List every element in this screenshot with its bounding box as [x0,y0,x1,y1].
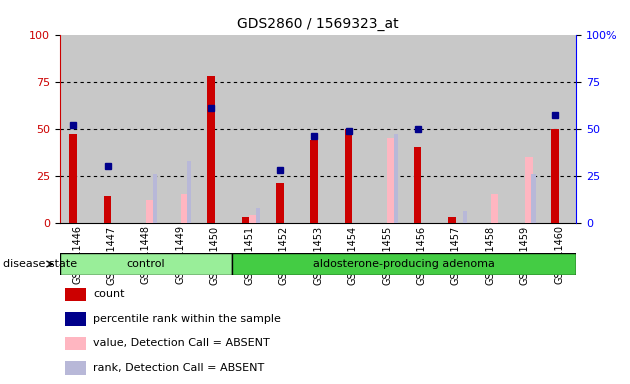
Bar [438,35,473,223]
Bar [65,361,86,375]
Bar [491,195,498,223]
Bar [414,147,421,223]
Bar [370,35,404,223]
Bar [241,217,249,223]
Bar [311,140,318,223]
Bar [65,288,86,301]
Bar [69,134,77,223]
Bar [181,195,188,223]
Bar [448,217,455,223]
Bar [345,129,352,223]
Title: GDS2860 / 1569323_at: GDS2860 / 1569323_at [238,17,399,31]
Bar [104,196,112,223]
Bar [65,312,86,326]
Bar [94,35,129,223]
Bar [473,35,508,223]
Bar [198,35,232,223]
Bar [531,174,536,223]
Text: control: control [127,259,165,269]
Bar [232,35,266,223]
Text: percentile rank within the sample: percentile rank within the sample [93,314,282,324]
Bar [152,174,157,223]
Bar [525,157,532,223]
Bar [187,161,191,223]
Bar [276,183,284,223]
Bar [129,35,163,223]
Bar [508,35,542,223]
Bar [60,253,232,275]
Bar [65,337,86,350]
Bar [207,76,215,223]
Bar [256,208,260,223]
Bar [387,138,395,223]
Bar [551,129,559,223]
Bar [266,35,301,223]
Text: value, Detection Call = ABSENT: value, Detection Call = ABSENT [93,338,270,348]
Bar [232,253,576,275]
Text: aldosterone-producing adenoma: aldosterone-producing adenoma [313,259,495,269]
Bar [462,212,467,223]
Bar [404,35,438,223]
Text: count: count [93,290,125,300]
Bar [146,200,154,223]
Bar [249,215,257,223]
Bar [163,35,198,223]
Bar [394,134,398,223]
Bar [335,35,370,223]
Bar [60,35,94,223]
Text: disease state: disease state [3,259,77,269]
Bar [301,35,335,223]
Bar [542,35,576,223]
Text: rank, Detection Call = ABSENT: rank, Detection Call = ABSENT [93,363,265,373]
